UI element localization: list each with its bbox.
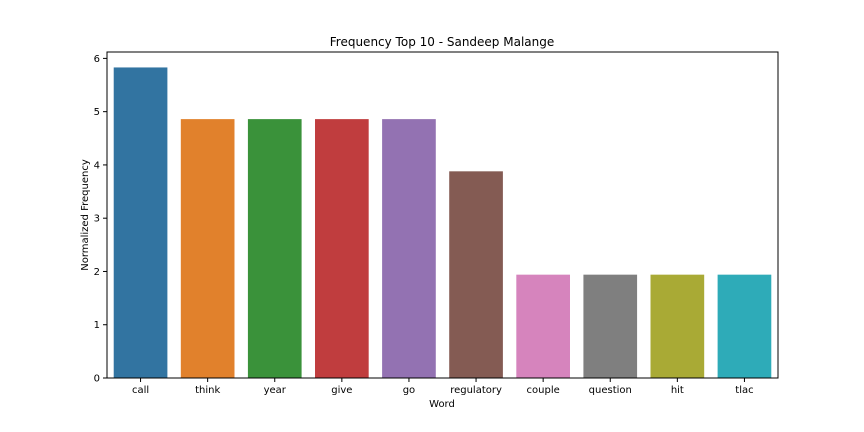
- x-axis-label: Word: [429, 399, 455, 410]
- y-axis-label: Normalized Frequency: [80, 159, 91, 271]
- y-tick-label-6: 6: [94, 54, 100, 65]
- x-tick-label-call: call: [132, 385, 149, 396]
- y-tick-label-1: 1: [94, 320, 100, 331]
- bar-hit: [650, 274, 705, 378]
- bar-go: [382, 119, 436, 378]
- bar-give: [315, 119, 369, 378]
- y-axis: 0 1 2 3 4 5 6: [94, 54, 107, 385]
- x-tick-label-think: think: [195, 385, 220, 396]
- x-tick-label-give: give: [331, 385, 352, 396]
- x-tick-label-question: question: [589, 385, 632, 396]
- x-tick-label-hit: hit: [671, 385, 684, 396]
- y-tick-label-2: 2: [94, 267, 100, 278]
- bars-group: [113, 67, 772, 378]
- x-tick-label-tlac: tlac: [735, 385, 753, 396]
- bar-year: [247, 119, 302, 378]
- bar-couple: [516, 274, 570, 378]
- y-tick-label-0: 0: [94, 374, 100, 385]
- x-axis: call think year give go regulatory couple quest…: [132, 378, 754, 396]
- plot-frame: [106, 51, 779, 379]
- bar-tlac: [717, 274, 772, 378]
- y-tick-label-4: 4: [94, 160, 100, 171]
- bar-regulatory: [449, 171, 503, 378]
- x-tick-label-go: go: [403, 385, 415, 396]
- x-tick-label-year: year: [264, 385, 287, 396]
- bar-question: [583, 274, 638, 378]
- bar-call: [113, 67, 168, 378]
- y-tick-label-3: 3: [94, 214, 100, 225]
- x-tick-label-regulatory: regulatory: [450, 385, 502, 396]
- x-tick-label-couple: couple: [527, 385, 560, 396]
- y-tick-label-5: 5: [94, 107, 100, 118]
- bar-think: [180, 119, 235, 378]
- chart-title: Frequency Top 10 - Sandeep Malange: [330, 35, 555, 49]
